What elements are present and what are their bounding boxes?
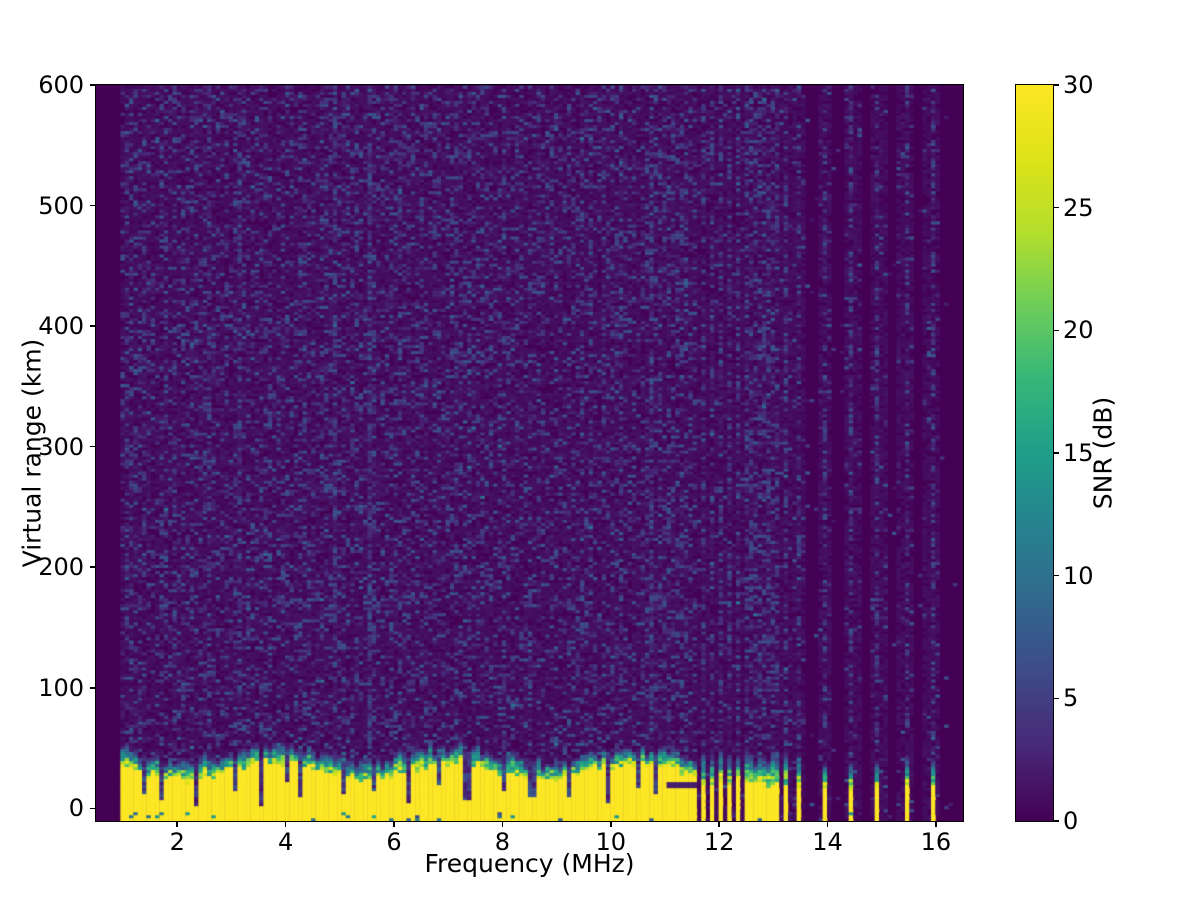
colorbar-tick-label: 20 <box>1063 316 1094 345</box>
x-tick-label: 6 <box>386 828 402 856</box>
ionogram-heatmap-canvas <box>96 85 963 821</box>
y-tick-label: 100 <box>38 673 84 702</box>
colorbar-label: SNR (dB) <box>1088 396 1118 510</box>
y-tick-mark <box>90 84 95 86</box>
x-tick-mark <box>935 822 937 827</box>
colorbar-tick-mark <box>1054 84 1059 86</box>
colorbar-tick-label: 10 <box>1063 561 1094 590</box>
x-tick-mark <box>609 822 612 827</box>
y-tick-mark <box>90 325 95 327</box>
colorbar-tick-mark <box>1054 206 1059 209</box>
y-tick-label: 200 <box>38 553 84 582</box>
y-tick-label: 500 <box>38 191 84 220</box>
y-tick-label: 400 <box>38 312 84 341</box>
x-tick-mark <box>826 822 829 827</box>
colorbar-gradient <box>1016 85 1053 821</box>
x-tick-label: 16 <box>920 828 952 856</box>
x-tick-label: 12 <box>703 828 735 856</box>
colorbar-tick-mark <box>1054 574 1059 577</box>
x-tick-mark <box>176 822 179 827</box>
x-tick-mark <box>284 822 287 827</box>
x-tick-mark <box>393 822 395 827</box>
colorbar-tick-label: 0 <box>1063 807 1079 835</box>
colorbar-tick-label: 5 <box>1063 684 1079 713</box>
y-tick-label: 300 <box>38 432 84 461</box>
y-tick-mark <box>90 566 95 569</box>
colorbar-tick-label: 15 <box>1063 439 1094 467</box>
y-tick-mark <box>90 204 95 207</box>
y-tick-mark <box>90 686 95 689</box>
colorbar-tick-label: 30 <box>1063 71 1094 99</box>
x-tick-label: 10 <box>595 828 627 856</box>
x-tick-label: 4 <box>278 828 294 856</box>
colorbar-tick-mark <box>1054 697 1059 700</box>
y-tick-mark <box>90 807 95 810</box>
x-tick-mark <box>718 822 720 827</box>
y-tick-label: 0 <box>68 794 84 823</box>
y-tick-label: 600 <box>38 71 84 99</box>
x-tick-label: 14 <box>812 828 843 856</box>
colorbar-tick-label: 25 <box>1063 193 1094 222</box>
x-axis-label: Frequency (MHz) <box>424 849 635 878</box>
colorbar-tick-mark <box>1054 452 1059 454</box>
colorbar-tick-mark <box>1054 329 1059 332</box>
x-tick-label: 8 <box>494 828 511 856</box>
y-tick-mark <box>90 445 95 448</box>
x-tick-mark <box>501 822 504 827</box>
x-tick-label: 2 <box>169 828 185 856</box>
colorbar-tick-mark <box>1054 820 1059 822</box>
